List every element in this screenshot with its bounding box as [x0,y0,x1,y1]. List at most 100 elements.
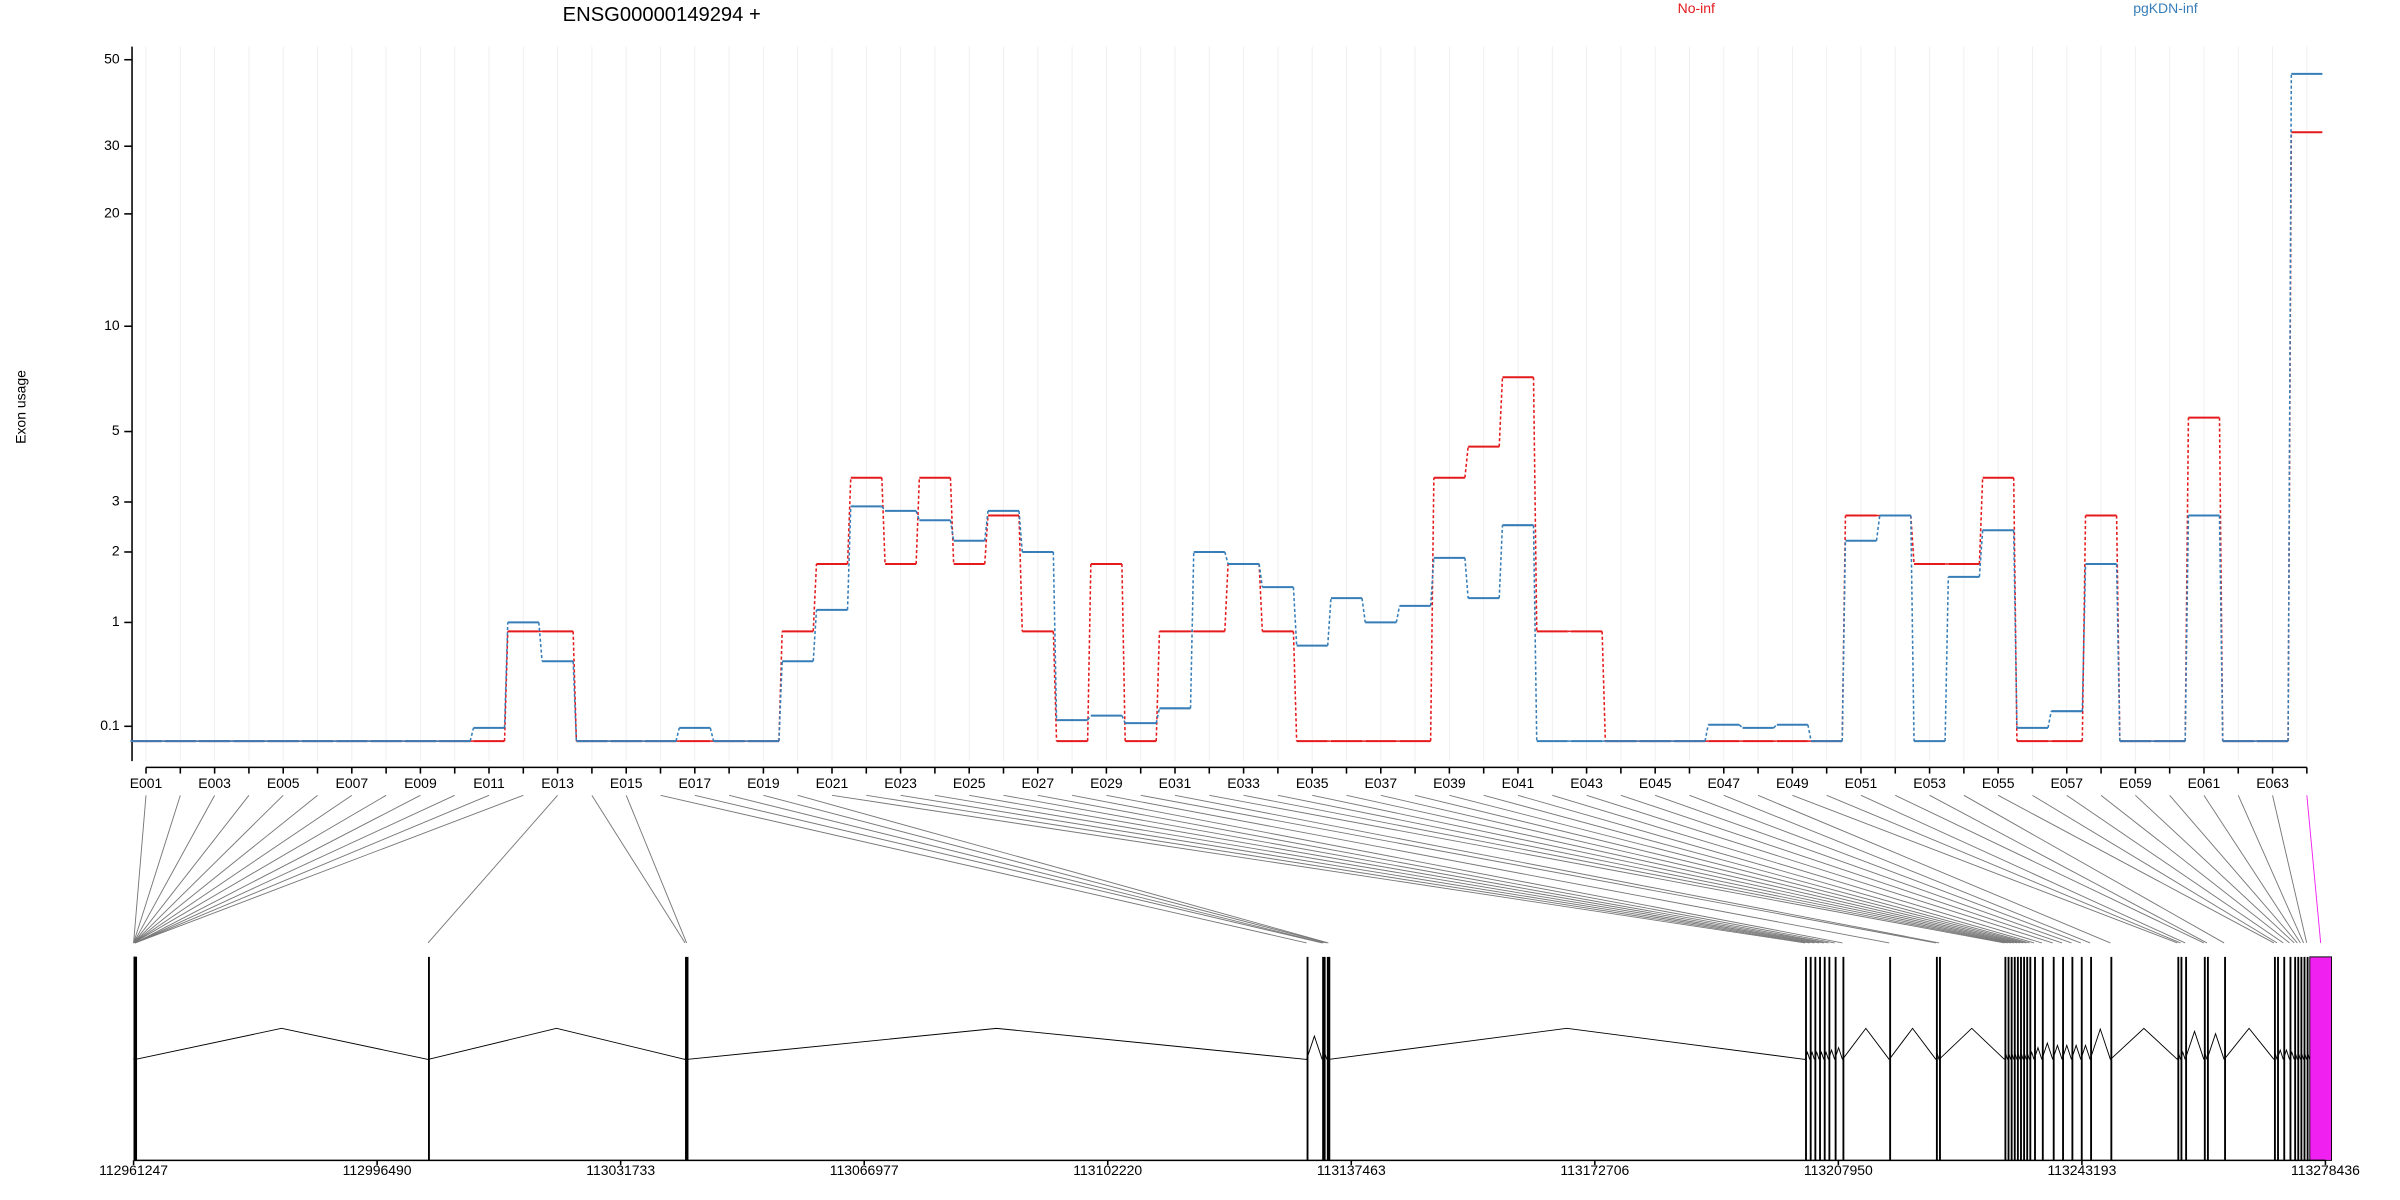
exon-link [1997,794,2275,944]
exon-box [2090,956,2093,1161]
exon-link [134,794,490,944]
exon-box [2300,956,2303,1161]
exon-link [1655,794,2072,944]
y-tick-label: 5 [112,422,120,438]
y-tick-label: 10 [104,317,120,333]
intron [2223,1027,2275,1060]
exon-link [1209,794,2005,944]
exon-link [2032,794,2278,944]
exon-box [428,956,430,1161]
exon-box [2052,956,2055,1161]
intron [2089,1027,2111,1060]
exon-box [1805,956,1807,1161]
exon-link [625,795,688,944]
exon-box [2023,956,2026,1161]
step-connector [915,477,921,564]
exon-box [2277,956,2279,1161]
x-tick-label: E051 [1845,775,1878,791]
x-tick-label: E045 [1639,775,1672,791]
exon-link [134,794,524,944]
x-tick-label: E043 [1570,775,1603,791]
exon-box [2007,956,2010,1161]
exon-box [133,956,136,1161]
exon-link [2237,795,2304,944]
exon-link [1689,794,2081,944]
exon-box [1834,956,1837,1161]
exon-box [2016,956,2019,1161]
exon-link [1072,794,1843,944]
step-connector [1875,515,1881,541]
step-connector [915,510,921,521]
x-tick-label: E027 [1021,775,1054,791]
exon-box [1889,956,1892,1161]
y-tick-label: 50 [104,50,120,66]
step-connector [2287,73,2293,742]
step-connector [1189,551,1195,709]
exon-link [591,795,686,944]
legend-label: No-inf [1678,0,1715,16]
step-connector [1532,377,1538,632]
exon-box [2029,956,2032,1161]
exon-link [1620,794,2063,944]
x-tick-label: E023 [884,775,917,791]
genome-tick-label: 112996490 [343,1162,412,1178]
exon-link [934,794,1820,944]
exon-box [2185,956,2188,1161]
x-tick-label: E039 [1433,775,1466,791]
exon-link [660,794,1307,944]
step-connector [503,631,509,742]
exon-box [685,956,687,1161]
exon-link [1174,794,1940,944]
step-connector [1601,631,1607,742]
intron [1888,1027,1937,1060]
step-connector [1978,477,1984,564]
exon-link [1860,794,2186,944]
step-connector [1464,557,1469,599]
intron [427,1027,686,1060]
step-connector [1155,708,1161,724]
step-connector [1258,563,1264,588]
x-tick-label: E059 [2119,775,2152,791]
exon-link [1243,794,2008,944]
y-tick-label: 20 [104,205,120,221]
exon-box [2303,956,2306,1161]
intron [2110,1027,2178,1060]
x-tick-label: E017 [678,775,711,791]
exon-link [133,794,353,944]
x-tick-label: E041 [1502,775,1535,791]
step-connector [1773,724,1778,729]
exon-box [2041,956,2044,1161]
x-tick-label: E061 [2188,775,2221,791]
exon-box [1939,956,1941,1161]
x-tick-label: E049 [1776,775,1809,791]
step-connector [1841,540,1847,742]
x-tick-label: E015 [610,775,643,791]
exon-box [2306,956,2309,1161]
step-connector [572,661,578,742]
x-tick-label: E021 [816,775,849,791]
step-connector [949,520,955,541]
exon-box [2206,956,2209,1161]
exon-box [2010,956,2013,1161]
step-connector [1361,598,1367,623]
step-connector [572,631,578,742]
exon-box [1323,956,1326,1161]
exon-link [1483,794,2030,944]
exon-box [2283,956,2286,1161]
intron [1306,1034,1323,1060]
exon-box [2203,956,2206,1161]
x-tick-label: E007 [336,775,369,791]
intron [2206,1032,2225,1060]
y-tick-label: 2 [112,543,120,559]
exon-link [1380,794,2021,944]
exon-box [1814,956,1817,1161]
exon-link [133,795,181,944]
step-connector [1395,605,1401,623]
step-connector [1086,715,1092,721]
intron [135,1027,429,1060]
intron [1938,1027,2005,1060]
exon-link [1346,794,2018,944]
step-connector [2184,417,2190,742]
x-tick-label: E055 [1982,775,2015,791]
